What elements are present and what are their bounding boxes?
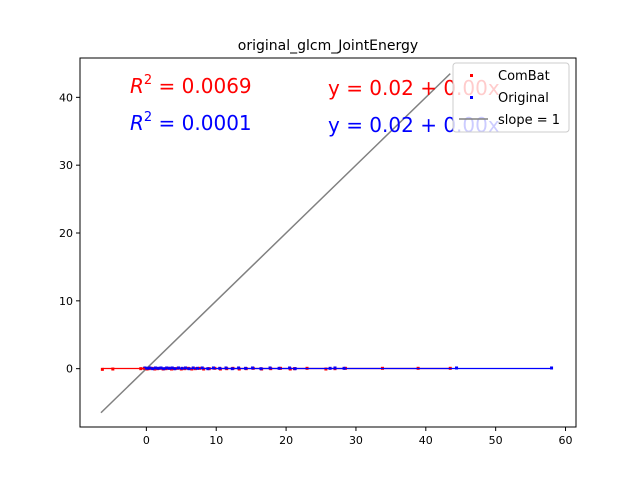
x-tick-label: 30 — [349, 434, 363, 447]
legend-marker-original — [470, 96, 473, 99]
legend-marker-combat — [470, 74, 473, 77]
x-tick-label: 10 — [209, 434, 223, 447]
identity-line-layer — [100, 73, 451, 414]
y-tick-label: 10 — [59, 295, 73, 308]
x-tick-label: 40 — [419, 434, 433, 447]
x-tick-label: 0 — [143, 434, 150, 447]
r2-original-annotation: R2 = 0.0001 — [130, 110, 252, 135]
x-tick-label: 60 — [559, 434, 573, 447]
legend-label-slope: slope = 1 — [498, 113, 560, 128]
y-axis: 0 10 20 30 40 — [59, 91, 80, 376]
axes-frame — [79, 57, 577, 428]
x-tick-label: 20 — [279, 434, 293, 447]
combat-point — [100, 367, 104, 371]
y-tick-label: 0 — [66, 363, 73, 376]
plot-area: R2 = 0.0069 R2 = 0.0001 y = 0.02 + 0.00x… — [59, 57, 577, 447]
r2-original-value: 0.0001 — [182, 111, 252, 135]
legend-label-original: Original — [498, 91, 549, 106]
r2-combat-value: 0.0069 — [182, 74, 252, 98]
slope-one-line — [100, 73, 451, 414]
chart-title: original_glcm_JointEnergy — [238, 38, 418, 54]
x-tick-label: 50 — [489, 434, 503, 447]
legend: ComBat Original slope = 1 — [452, 62, 570, 133]
y-tick-label: 20 — [59, 227, 73, 240]
legend-box — [452, 62, 570, 133]
legend-label-combat: ComBat — [498, 69, 550, 84]
r2-combat-annotation: R2 = 0.0069 — [130, 73, 252, 98]
x-axis: 0 10 20 30 40 50 60 — [143, 427, 573, 447]
y-tick-label: 30 — [59, 159, 73, 172]
y-tick-label: 40 — [59, 91, 73, 104]
